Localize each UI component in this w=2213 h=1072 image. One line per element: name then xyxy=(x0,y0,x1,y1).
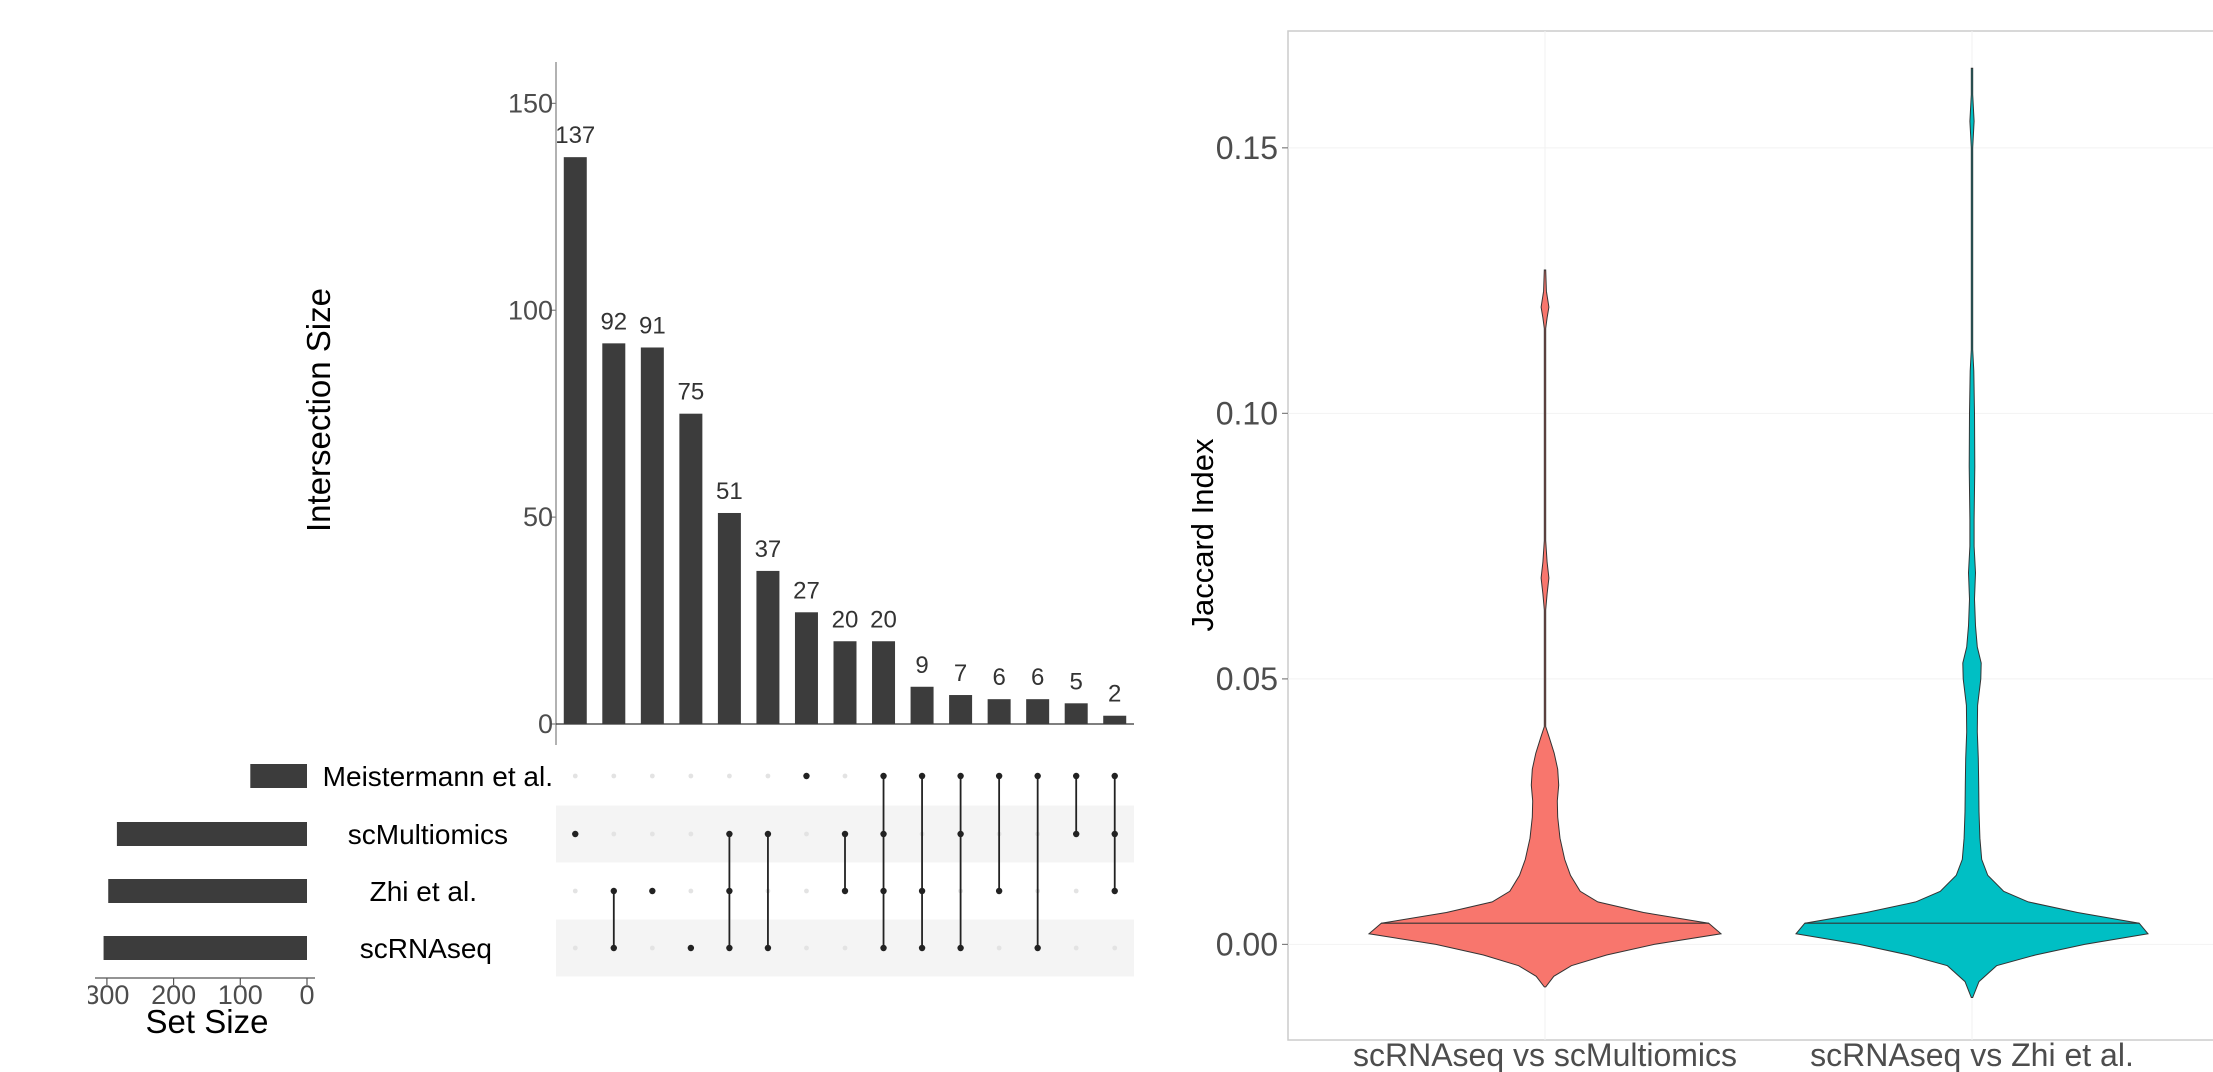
violin-y-tick-label: 0.15 xyxy=(1216,130,1278,166)
matrix-dot-empty xyxy=(1073,945,1079,951)
intersection-bar-label: 37 xyxy=(755,536,782,563)
intersection-bar xyxy=(949,695,973,724)
matrix-dot-empty xyxy=(572,888,578,894)
intersection-bar xyxy=(602,343,626,724)
intersection-bar-label: 27 xyxy=(793,577,820,604)
intersection-bar-label: 5 xyxy=(1070,668,1083,695)
set-size-bar xyxy=(108,879,307,903)
violin-shape xyxy=(1367,269,1723,988)
matrix-dot-empty xyxy=(996,945,1002,951)
intersection-bar xyxy=(1026,699,1050,724)
set-size-tick-label: 100 xyxy=(218,980,263,1010)
intersection-bar xyxy=(640,347,664,724)
matrix-dot-empty xyxy=(611,773,617,779)
violin-y-tick-label: 0.00 xyxy=(1216,926,1278,962)
violin-x-tick-label: scRNAseq vs Zhi et al. xyxy=(1810,1037,2134,1072)
set-size-bar xyxy=(250,764,307,788)
intersection-y-tick-label: 100 xyxy=(508,295,553,325)
matrix-dot-empty xyxy=(842,773,848,779)
set-label: scMultiomics xyxy=(348,819,508,850)
intersection-bar-label: 51 xyxy=(716,478,743,505)
matrix-dot-empty xyxy=(842,945,848,951)
intersection-bar xyxy=(910,686,934,724)
set-size-axis-title: Set Size xyxy=(146,1003,269,1040)
matrix-dot-empty xyxy=(572,773,578,779)
matrix-dot-filled xyxy=(572,830,579,838)
intersection-bar-label: 137 xyxy=(555,122,595,149)
intersection-y-tick-label: 50 xyxy=(523,502,553,532)
matrix-dot-filled xyxy=(803,772,810,780)
intersection-bar xyxy=(717,512,741,724)
violin-y-tick-label: 0.10 xyxy=(1216,395,1278,431)
intersection-bar xyxy=(794,612,818,724)
matrix-dot-empty xyxy=(804,945,809,951)
intersection-bar-label: 7 xyxy=(954,660,967,687)
matrix-dot-empty xyxy=(649,773,655,779)
set-size-bar xyxy=(116,822,307,846)
matrix-dot-empty xyxy=(1112,945,1118,951)
intersection-bar-label: 20 xyxy=(870,606,897,633)
intersection-y-axis-title: Intersection Size xyxy=(300,288,337,532)
set-size-tick-label: 300 xyxy=(84,980,129,1010)
intersection-bar xyxy=(679,413,703,724)
matrix-dot-empty xyxy=(611,831,617,837)
matrix-dot-empty xyxy=(804,888,809,894)
intersection-bar-label: 6 xyxy=(1031,664,1044,691)
set-size-tick-label: 200 xyxy=(151,980,196,1010)
intersection-bar xyxy=(872,641,896,724)
intersection-bar-label: 20 xyxy=(832,606,859,633)
matrix-dot-filled xyxy=(687,944,695,952)
violin-y-tick-label: 0.05 xyxy=(1216,661,1278,697)
intersection-bar xyxy=(756,570,780,724)
set-label: scRNAseq xyxy=(360,933,492,964)
matrix-dot-empty xyxy=(649,945,655,951)
intersection-y-tick-label: 0 xyxy=(538,709,553,739)
matrix-dot-empty xyxy=(804,831,809,837)
intersection-bar-label: 9 xyxy=(915,652,928,679)
matrix-dot-empty xyxy=(688,773,694,779)
matrix-dot-empty xyxy=(727,773,732,779)
intersection-bar-label: 6 xyxy=(992,664,1005,691)
set-size-tick-label: 0 xyxy=(299,980,314,1010)
intersection-y-tick-label: 150 xyxy=(508,88,553,118)
intersection-bar-label: 2 xyxy=(1108,681,1121,708)
intersection-bar xyxy=(1064,703,1088,724)
intersection-bar-label: 92 xyxy=(600,308,627,335)
violin-y-axis-title: Jaccard Index xyxy=(1185,438,1220,631)
matrix-dot-empty xyxy=(1073,888,1079,894)
intersection-bar-label: 75 xyxy=(678,379,705,406)
set-label: Zhi et al. xyxy=(370,876,477,907)
intersection-bar xyxy=(833,641,857,724)
intersection-bar xyxy=(987,699,1011,724)
intersection-bar-label: 91 xyxy=(639,312,666,339)
matrix-dot-filled xyxy=(649,887,656,895)
set-size-ticks: 300 200 100 0 xyxy=(84,978,315,1010)
violin-shape xyxy=(1795,67,2149,998)
matrix-dot-empty xyxy=(765,773,771,779)
violin-panel-border xyxy=(1287,30,2213,1041)
intersection-bar xyxy=(1103,715,1127,724)
matrix-dot-empty xyxy=(688,888,694,894)
matrix-dot-empty xyxy=(572,945,578,951)
set-label: Meistermann et al. xyxy=(323,761,553,792)
intersection-bar xyxy=(563,157,587,725)
matrix-dot-empty xyxy=(688,831,694,837)
violin-x-tick-label: scRNAseq vs scMultiomics xyxy=(1353,1037,1737,1072)
matrix-dot-empty xyxy=(649,831,655,837)
set-size-bar xyxy=(103,936,307,960)
